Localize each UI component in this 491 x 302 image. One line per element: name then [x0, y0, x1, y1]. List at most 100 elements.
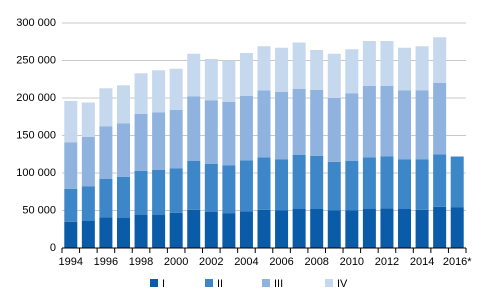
bar-segment	[398, 159, 412, 209]
x-tick-label: 1998	[129, 256, 153, 268]
bar-segment	[239, 160, 253, 212]
bar-segment	[222, 60, 236, 102]
bar-segment	[152, 170, 166, 215]
bar-segment	[152, 70, 166, 113]
bar-segment	[450, 156, 464, 208]
bar-segment	[415, 209, 429, 248]
bar-segment	[222, 165, 236, 214]
bar-segment	[433, 83, 447, 155]
legend-label: I	[162, 278, 165, 290]
bar-segment	[81, 137, 95, 187]
bar-segment	[398, 209, 412, 248]
bar-segment	[380, 86, 394, 157]
legend-swatch	[325, 279, 333, 287]
bar-segment	[292, 89, 306, 155]
x-tick-label: 2010	[340, 256, 364, 268]
bar-segment	[222, 101, 236, 166]
bar-segment	[433, 37, 447, 83]
bar-segment	[116, 85, 130, 124]
legend-label: IV	[337, 278, 348, 290]
x-tick-label: 1994	[59, 256, 83, 268]
bar-segment	[99, 179, 113, 218]
bar-segment	[134, 170, 148, 215]
bar-segment	[292, 209, 306, 248]
x-tick-label: 2006	[269, 256, 293, 268]
bar-segment	[116, 218, 130, 248]
bar-segment	[169, 212, 183, 248]
bar-segment	[134, 215, 148, 248]
bar-segment	[415, 46, 429, 91]
bar-segment	[345, 93, 359, 161]
bar-segment	[64, 188, 78, 222]
bar-segment	[275, 210, 289, 248]
bar-segment	[362, 86, 376, 158]
bar-segment	[152, 112, 166, 170]
bar-segment	[380, 41, 394, 86]
bar-segment	[81, 102, 95, 137]
bar-segment	[362, 157, 376, 209]
bar-segment	[99, 217, 113, 248]
bar-segment	[398, 47, 412, 91]
bar-segment	[169, 110, 183, 169]
bar-segment	[310, 50, 324, 90]
bar-segment	[64, 142, 78, 189]
bar-segment	[187, 161, 201, 210]
y-tick-label: 150 000	[16, 129, 56, 141]
bar-segment	[204, 164, 218, 212]
y-tick-label: 100 000	[16, 167, 56, 179]
y-tick-label: 200 000	[16, 92, 56, 104]
bar-segment	[275, 92, 289, 160]
bar-segment	[380, 208, 394, 248]
bar-segment	[433, 154, 447, 207]
bar-segment	[257, 46, 271, 91]
x-tick-label: 2004	[234, 256, 258, 268]
y-tick-label: 300 000	[16, 17, 56, 29]
bar-segment	[275, 159, 289, 211]
bar-segment	[345, 210, 359, 248]
legend-swatch	[262, 279, 270, 287]
y-tick-label: 0	[50, 242, 56, 254]
bar-segment	[204, 59, 218, 101]
bar-segment	[345, 49, 359, 94]
bar-segment	[187, 96, 201, 161]
bar-segment	[134, 73, 148, 114]
bar-segment	[257, 90, 271, 158]
bar-segment	[99, 126, 113, 179]
bar-segment	[327, 210, 341, 248]
bar-segment	[64, 101, 78, 143]
bar-segment	[327, 98, 341, 162]
x-tick-label: 2014	[410, 256, 434, 268]
bar-segment	[81, 186, 95, 221]
bar-segment	[362, 209, 376, 248]
legend-label: II	[217, 278, 223, 290]
bar-segment	[310, 155, 324, 209]
bar-segment	[169, 168, 183, 213]
bar-segment	[239, 53, 253, 96]
bar-segment	[116, 176, 130, 218]
legend-label: III	[274, 278, 283, 290]
bar-segment	[187, 53, 201, 97]
bar-segment	[398, 90, 412, 160]
x-tick-label: 1996	[94, 256, 118, 268]
x-tick-label: 2002	[199, 256, 223, 268]
legend-swatch	[150, 279, 158, 287]
bar-segment	[134, 113, 148, 171]
x-tick-label: 2016*	[443, 256, 472, 268]
bar-segment	[187, 209, 201, 248]
legend-swatch	[205, 279, 213, 287]
bar-segment	[64, 221, 78, 248]
bar-segment	[99, 88, 113, 127]
y-tick-label: 50 000	[22, 204, 56, 216]
bar-segment	[327, 53, 341, 98]
bar-segment	[310, 209, 324, 248]
bar-segment	[327, 161, 341, 211]
bar-segment	[292, 42, 306, 89]
bar-segment	[292, 155, 306, 209]
bar-segment	[116, 123, 130, 177]
bar-segment	[239, 211, 253, 248]
bar-segment	[380, 156, 394, 209]
bar-segment	[415, 90, 429, 160]
bar-segment	[204, 212, 218, 248]
y-tick-label: 250 000	[16, 54, 56, 66]
